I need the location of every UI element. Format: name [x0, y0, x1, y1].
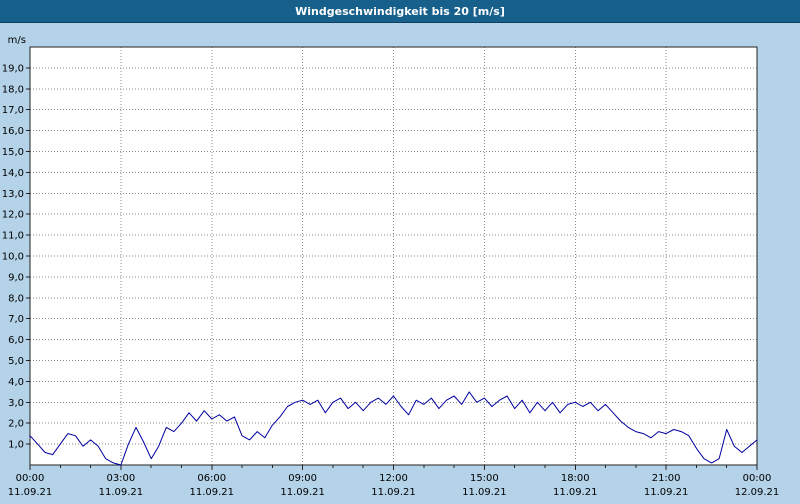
wind-speed-chart: 1,0 2,0 3,0 4,0 5,0 6,0 7,0 8,0 9,0 10,0 11,0 12,0 1…: [0, 23, 800, 500]
x-tick-time-label: 00:00: [16, 473, 45, 484]
y-tick-label: 16,0: [2, 126, 24, 137]
x-tick-time-label: 09:00: [288, 473, 317, 484]
chart-canvas: 1,0 2,0 3,0 4,0 5,0 6,0 7,0 8,0 9,0 10,0 11,0 12,0 1…: [2, 35, 780, 498]
y-tick-label: 9,0: [8, 272, 24, 283]
x-tick-time-label: 00:00: [743, 473, 772, 484]
x-tick-date-label: 11.09.21: [8, 487, 53, 498]
gridlines: [30, 47, 757, 465]
x-tick-time-label: 21:00: [652, 473, 681, 484]
wind-speed-series: [29, 391, 758, 466]
x-tick-time-label: 03:00: [106, 473, 135, 484]
x-tick-date-label: 11.09.21: [644, 487, 689, 498]
x-tick-date-label: 11.09.21: [462, 487, 507, 498]
chart-title-bar: Windgeschwindigkeit bis 20 [m/s]: [0, 0, 800, 23]
y-tick-label: 7,0: [8, 314, 24, 325]
y-tick-label: 14,0: [2, 168, 24, 179]
x-tick-time-label: 18:00: [561, 473, 590, 484]
y-tick-label: 1,0: [8, 440, 24, 451]
x-tick-date-label: 11.09.21: [371, 487, 416, 498]
plot-border: [29, 46, 758, 466]
x-tick-date-label: 11.09.21: [553, 487, 598, 498]
x-tick-time-label: 06:00: [197, 473, 226, 484]
x-tick-date-label: 11.09.21: [189, 487, 234, 498]
chart-title: Windgeschwindigkeit bis 20 [m/s]: [295, 4, 505, 18]
y-tick-label: 8,0: [8, 293, 24, 304]
x-tick-date-label: 11.09.21: [280, 487, 325, 498]
y-tick-label: 5,0: [8, 356, 24, 367]
y-tick-label: 17,0: [2, 105, 24, 116]
x-tick-time-label: 15:00: [470, 473, 499, 484]
x-tick-date-label: 12.09.21: [735, 487, 780, 498]
axis-ticks: [26, 67, 758, 470]
y-tick-label: 2,0: [8, 419, 24, 430]
y-tick-label: 10,0: [2, 252, 24, 263]
y-tick-label: 18,0: [2, 84, 24, 95]
y-tick-label: 15,0: [2, 147, 24, 158]
y-tick-label: 11,0: [2, 231, 24, 242]
y-tick-label: 3,0: [8, 398, 24, 409]
x-tick-date-label: 11.09.21: [99, 487, 144, 498]
y-tick-label: 6,0: [8, 335, 24, 346]
x-tick-time-label: 12:00: [379, 473, 408, 484]
y-tick-label: 4,0: [8, 377, 24, 388]
y-tick-label: 12,0: [2, 210, 24, 221]
y-tick-label: 13,0: [2, 189, 24, 200]
y-tick-label: 19,0: [2, 63, 24, 74]
y-axis-unit-label: m/s: [8, 35, 26, 46]
